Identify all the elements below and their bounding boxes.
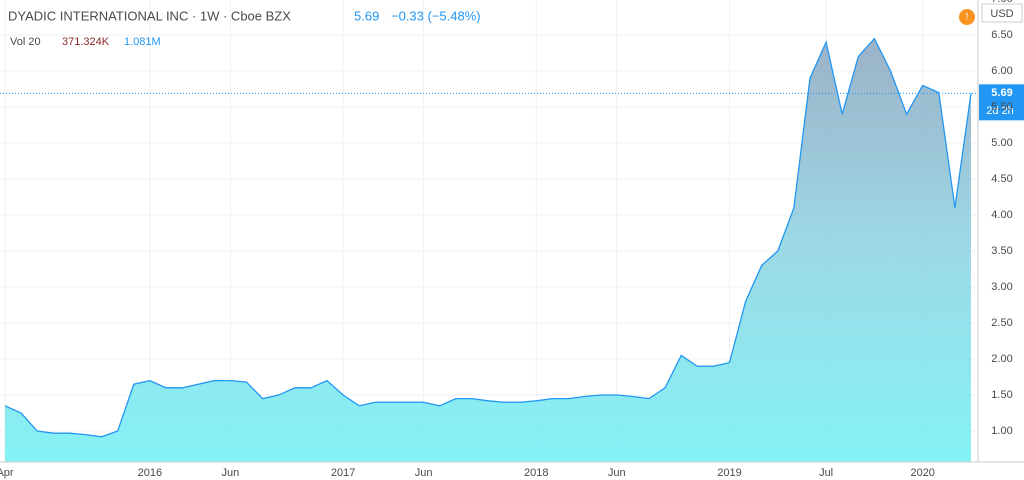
x-tick-label: Jun (415, 467, 433, 479)
y-tick-label: 4.50 (991, 173, 1012, 185)
x-tick-label: 2017 (331, 467, 355, 479)
y-tick-label: 3.00 (991, 281, 1012, 293)
price-tag: 5.69 2d 2h (0, 84, 1024, 121)
price-change: −0.33 (−5.48%) (391, 8, 481, 23)
y-tick-label: 3.50 (991, 245, 1012, 257)
y-tick-label: 6.50 (991, 29, 1012, 41)
plot (4, 37, 972, 462)
y-tick-label: 2.00 (991, 353, 1012, 365)
x-tick-label: 2020 (910, 467, 934, 479)
volume-ma: 1.081M (124, 36, 161, 48)
volume-label: Vol 20 (10, 36, 41, 48)
price-tag-text: 5.69 (991, 87, 1012, 99)
x-tick-label: Jun (222, 467, 240, 479)
area (5, 38, 971, 462)
y-tick-label: 1.00 (991, 425, 1012, 437)
x-tick-label: Jul (819, 467, 833, 479)
currency-box[interactable] (981, 3, 1023, 23)
price-line (4, 37, 972, 438)
x-tick-label: 2016 (138, 467, 162, 479)
countdown: 2d 2h (986, 105, 1014, 117)
volume-value: 371.324K (62, 36, 110, 48)
symbol-title: DYADIC INTERNATIONAL INC · 1W · Cboe BZX (8, 8, 291, 23)
y-tick-label: 1.50 (991, 389, 1012, 401)
y-tick-label: 7.00 (991, 0, 1012, 5)
alert-icon-mark: ! (966, 12, 969, 23)
y-tick-label: 2.50 (991, 317, 1012, 329)
y-tick-label: 5.00 (991, 137, 1012, 149)
last-price: 5.69 (354, 8, 379, 23)
x-tick-label: Apr (0, 467, 14, 479)
y-tick-label: 4.00 (991, 209, 1012, 221)
y-tick-label: 6.00 (991, 65, 1012, 77)
price-tag-box (979, 84, 1024, 121)
y-tick-label: 5.50 (991, 101, 1012, 113)
x-tick-label: 2019 (717, 467, 741, 479)
x-tick-label: 2018 (524, 467, 548, 479)
alert-icon[interactable] (959, 9, 975, 25)
currency: USD (990, 8, 1013, 20)
x-tick-label: Jun (608, 467, 626, 479)
